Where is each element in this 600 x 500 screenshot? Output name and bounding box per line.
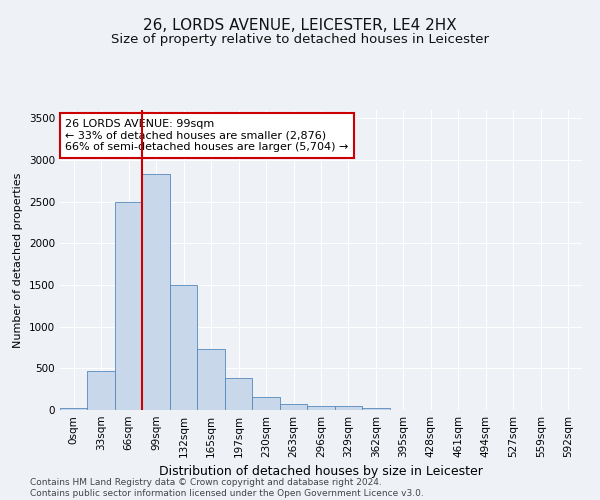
Bar (142, 174, 170, 410)
Bar (335, 406, 362, 410)
Bar (197, 349, 225, 410)
Text: 26 LORDS AVENUE: 99sqm
← 33% of detached houses are smaller (2,876)
66% of semi-: 26 LORDS AVENUE: 99sqm ← 33% of detached… (65, 119, 349, 152)
Text: 26, LORDS AVENUE, LEICESTER, LE4 2HX: 26, LORDS AVENUE, LEICESTER, LE4 2HX (143, 18, 457, 32)
X-axis label: Distribution of detached houses by size in Leicester: Distribution of detached houses by size … (159, 466, 483, 478)
Bar (115, 202, 142, 410)
Text: Contains HM Land Registry data © Crown copyright and database right 2024.
Contai: Contains HM Land Registry data © Crown c… (30, 478, 424, 498)
Bar (307, 406, 335, 410)
Bar (362, 408, 389, 410)
Bar (88, 371, 115, 410)
Bar (225, 378, 253, 410)
Bar (170, 285, 197, 410)
Bar (280, 404, 307, 410)
Y-axis label: Number of detached properties: Number of detached properties (13, 172, 23, 348)
Text: Size of property relative to detached houses in Leicester: Size of property relative to detached ho… (111, 32, 489, 46)
Bar (253, 397, 280, 410)
Bar (60, 408, 88, 410)
